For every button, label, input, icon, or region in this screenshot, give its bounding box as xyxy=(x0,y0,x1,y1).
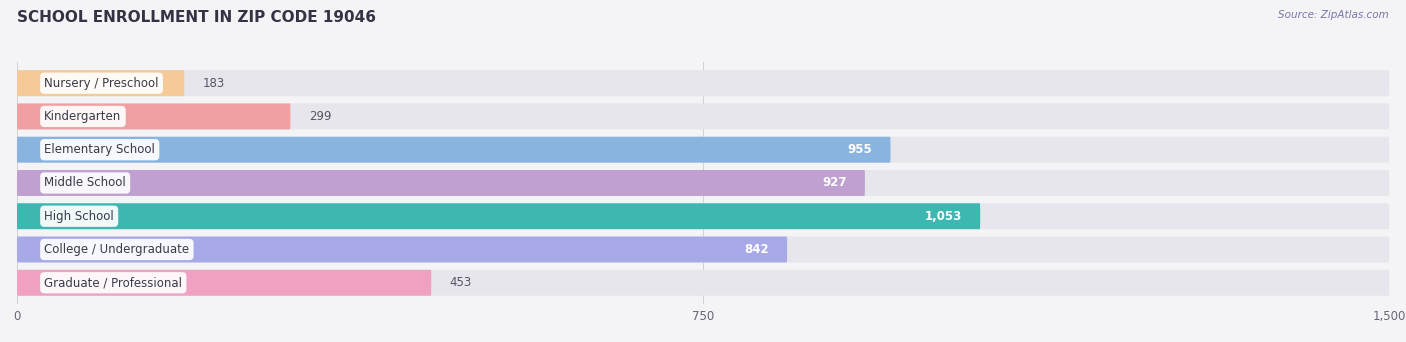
FancyBboxPatch shape xyxy=(17,270,432,296)
Text: Source: ZipAtlas.com: Source: ZipAtlas.com xyxy=(1278,10,1389,20)
Text: High School: High School xyxy=(45,210,114,223)
Text: College / Undergraduate: College / Undergraduate xyxy=(45,243,190,256)
FancyBboxPatch shape xyxy=(17,237,1389,262)
FancyBboxPatch shape xyxy=(17,270,1389,296)
Text: 183: 183 xyxy=(202,77,225,90)
FancyBboxPatch shape xyxy=(17,137,890,163)
Text: 955: 955 xyxy=(848,143,872,156)
Text: 453: 453 xyxy=(450,276,472,289)
Text: SCHOOL ENROLLMENT IN ZIP CODE 19046: SCHOOL ENROLLMENT IN ZIP CODE 19046 xyxy=(17,10,375,25)
Text: 927: 927 xyxy=(823,176,846,189)
FancyBboxPatch shape xyxy=(17,104,291,129)
Text: Nursery / Preschool: Nursery / Preschool xyxy=(45,77,159,90)
Text: 299: 299 xyxy=(309,110,332,123)
Text: 842: 842 xyxy=(744,243,769,256)
Text: 1,053: 1,053 xyxy=(925,210,962,223)
FancyBboxPatch shape xyxy=(17,137,1389,163)
FancyBboxPatch shape xyxy=(17,70,1389,96)
FancyBboxPatch shape xyxy=(17,70,184,96)
FancyBboxPatch shape xyxy=(17,104,1389,129)
Text: Graduate / Professional: Graduate / Professional xyxy=(45,276,183,289)
Text: Elementary School: Elementary School xyxy=(45,143,155,156)
FancyBboxPatch shape xyxy=(17,203,980,229)
Text: Kindergarten: Kindergarten xyxy=(45,110,121,123)
FancyBboxPatch shape xyxy=(17,170,1389,196)
FancyBboxPatch shape xyxy=(17,237,787,262)
FancyBboxPatch shape xyxy=(17,170,865,196)
FancyBboxPatch shape xyxy=(17,203,1389,229)
Text: Middle School: Middle School xyxy=(45,176,127,189)
